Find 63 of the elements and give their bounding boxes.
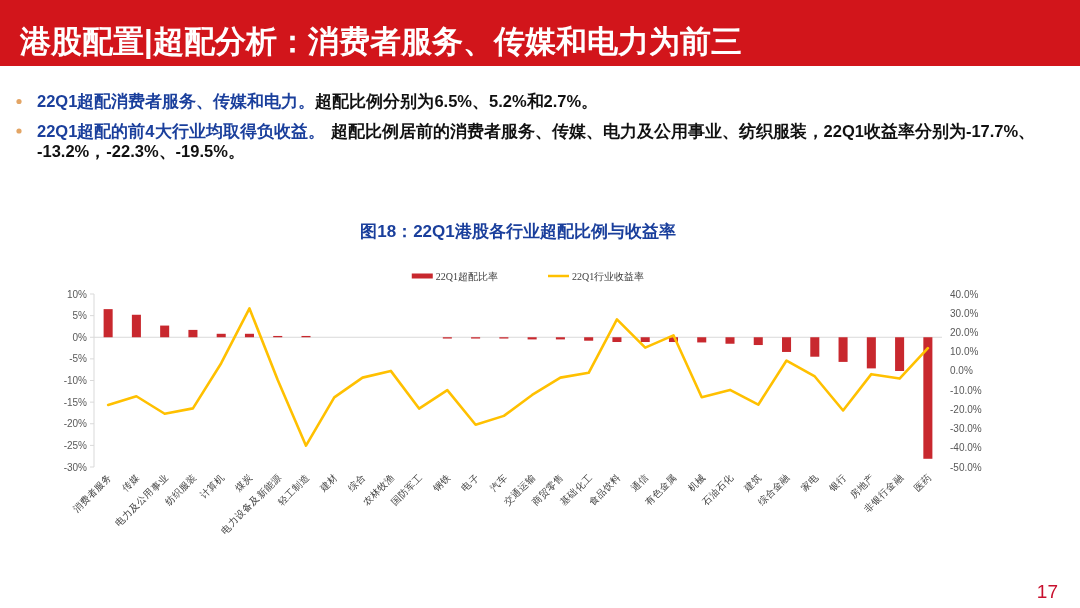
x-tick-label: 建材 (317, 471, 340, 495)
y2-tick-label: -10.0% (950, 384, 982, 396)
bar (753, 337, 763, 346)
bar (866, 337, 876, 369)
chart-title: 港股配置|超配分析：消费者服务、传媒和电力为前三 (19, 24, 742, 59)
x-tick-label: 电子 (459, 471, 482, 494)
y2-tick-label: 30.0% (950, 307, 979, 319)
bar (160, 325, 170, 338)
bar (527, 337, 537, 340)
x-tick-label: 综合 (346, 471, 368, 494)
y2-tick-label: -40.0% (950, 442, 982, 454)
x-tick-label: 计算机 (197, 471, 227, 501)
y-tick-label: -15% (63, 396, 88, 408)
bar (612, 337, 622, 343)
bar (555, 337, 565, 340)
bar (782, 337, 792, 352)
text: 超配比例居前的消费者服务、传媒、电力及公用事业、纺织服装，22Q1收益率分别为-17.7%、 (329, 121, 1036, 140)
y-tick-label: 10% (66, 288, 88, 300)
y-tick-label: -30% (63, 461, 88, 473)
x-tick-label: 传媒 (120, 472, 142, 494)
y2-tick-label: 0.0% (950, 365, 973, 377)
y-tick-label: -20% (63, 418, 88, 430)
y-tick-label: -10% (63, 375, 88, 386)
bar (725, 337, 735, 344)
line-series (106, 307, 930, 447)
bar (697, 337, 707, 343)
text: 22Q1超配消费者服务、传媒和电力。 (37, 92, 316, 110)
y2-tick-label: 40.0% (950, 288, 979, 300)
text: -13.2%，-22.3%、-19.5%。 (37, 141, 245, 160)
chart-subtitle: 图18：22Q1港股各行业超配比例与收益率 (360, 222, 676, 241)
x-tick-label: 消费者服务 (70, 471, 114, 515)
x-tick-label: 医药 (911, 471, 934, 494)
y2-tick-label: 20.0% (950, 326, 979, 338)
y-tick-label: 5% (72, 310, 88, 322)
x-tick-label: 家电 (798, 471, 821, 494)
text: 超配比例分别为6.5%、5.2%和2.7%。 (314, 92, 599, 110)
x-tick-label: 煤炭 (232, 471, 255, 494)
bar (188, 329, 198, 338)
y2-tick-label: -30.0% (950, 423, 982, 435)
bar (131, 314, 141, 338)
x-tick-label: 建筑 (741, 471, 764, 495)
x-tick-label: 银行 (826, 472, 849, 495)
legend-label: 22Q1行业收益率 (572, 270, 645, 282)
bar (584, 337, 594, 341)
y2-tick-label: -20.0% (950, 403, 982, 415)
bar (923, 337, 933, 459)
bar (810, 337, 820, 357)
x-tick-label: 钢铁 (430, 471, 453, 495)
x-tick-label: 机械 (685, 471, 708, 494)
x-tick-label: 通信 (628, 471, 651, 494)
y-tick-label: -25% (63, 439, 88, 451)
legend-label: 22Q1超配比率 (435, 270, 498, 282)
bar (895, 337, 905, 371)
text: 22Q1超配的前4大行业均取得负收益。 (37, 121, 325, 140)
y2-tick-label: 10.0% (950, 346, 979, 358)
y2-tick-label: -50.0% (950, 461, 982, 473)
bar (103, 309, 113, 338)
text: 17 (1036, 581, 1058, 602)
bar (640, 337, 650, 343)
x-tick-label: 汽车 (487, 471, 510, 494)
bar (838, 337, 848, 362)
y-tick-label: -5% (69, 353, 88, 365)
y-tick-label: 0% (72, 331, 88, 343)
